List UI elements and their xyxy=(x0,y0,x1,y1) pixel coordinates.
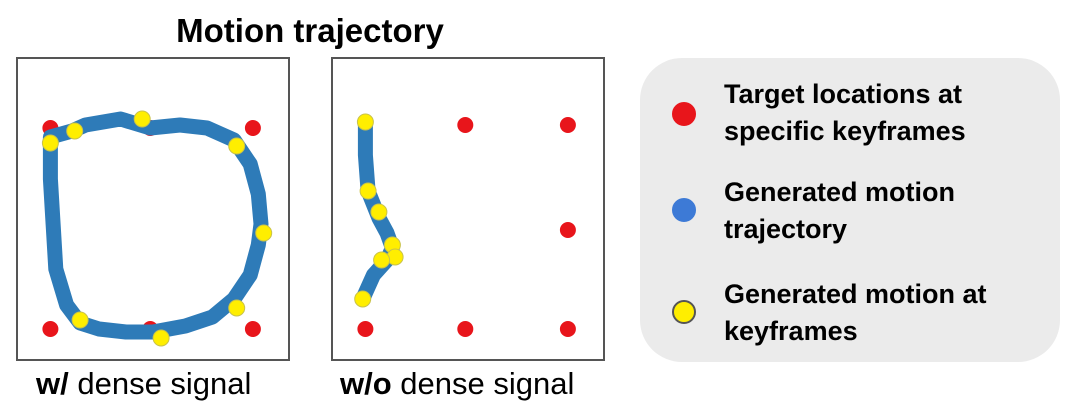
trajectory-plot-without-dense-signal xyxy=(354,113,576,337)
red-dot-icon xyxy=(672,102,696,126)
keyframe-point xyxy=(66,122,84,140)
target-point xyxy=(457,321,474,337)
panel-with-dense-signal xyxy=(16,57,290,361)
blue-dot-icon xyxy=(672,198,696,222)
caption-bold: w/ xyxy=(36,366,69,401)
legend-line: keyframes xyxy=(724,316,858,346)
caption-without-dense-signal: w/o dense signal xyxy=(340,366,574,402)
legend-text-target: Target locations at specific keyframes xyxy=(724,76,1054,150)
target-point xyxy=(559,222,576,238)
target-point xyxy=(457,117,474,133)
caption-bold: w/o xyxy=(340,366,392,401)
target-point xyxy=(559,321,576,337)
trajectory-path xyxy=(42,111,269,340)
keyframe-point xyxy=(133,110,151,128)
legend-line: specific keyframes xyxy=(724,116,966,146)
figure-title: Motion trajectory xyxy=(176,12,444,49)
caption-text: dense signal xyxy=(391,366,575,401)
keyframe-point xyxy=(255,224,273,242)
keyframe-point xyxy=(356,113,374,131)
keyframe-point xyxy=(152,329,170,347)
caption-text: dense signal xyxy=(68,366,252,401)
target-point xyxy=(244,321,261,337)
keyframe-point xyxy=(354,290,372,308)
keyframe-point xyxy=(228,137,246,155)
target-point xyxy=(357,321,374,337)
keyframe-point xyxy=(373,251,391,269)
target-point xyxy=(42,321,59,337)
yellow-dot-icon xyxy=(672,300,696,324)
legend-line: trajectory xyxy=(724,214,848,244)
panel-without-dense-signal xyxy=(331,57,605,361)
keyframe-point xyxy=(228,299,246,317)
legend-line: Target locations at xyxy=(724,79,963,109)
keyframe-point xyxy=(359,182,377,200)
caption-with-dense-signal: w/ dense signal xyxy=(36,366,251,402)
legend-text-keyframe: Generated motion at keyframes xyxy=(724,276,1054,350)
trajectory-plot-with-dense-signal xyxy=(41,110,273,347)
keyframe-point xyxy=(71,311,89,329)
trajectory-path xyxy=(355,114,400,307)
legend-text-trajectory: Generated motion trajectory xyxy=(724,174,1054,248)
legend-line: Generated motion xyxy=(724,177,956,207)
legend-line: Generated motion at xyxy=(724,279,987,309)
target-point xyxy=(244,120,261,136)
target-point xyxy=(559,117,576,133)
keyframe-point xyxy=(41,134,59,152)
legend: Target locations at specific keyframes G… xyxy=(640,58,1060,362)
keyframe-point xyxy=(370,203,388,221)
